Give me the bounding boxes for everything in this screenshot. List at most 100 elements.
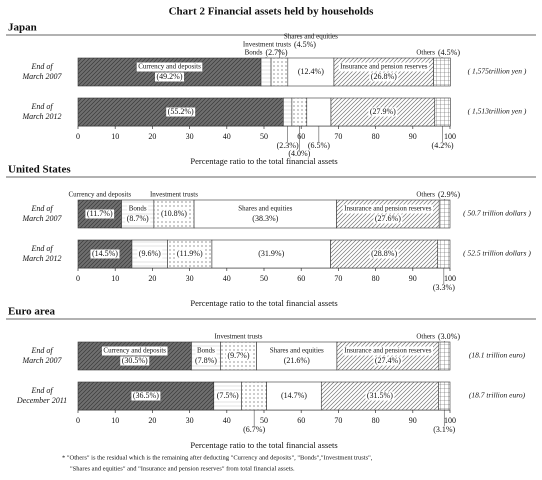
series-name: Insurance and pension reserves [344, 347, 432, 355]
x-tick-label: 80 [372, 416, 380, 425]
value-label: (9.6%) [139, 249, 161, 258]
x-tick-label: 100 [444, 416, 456, 425]
label-backdrop [369, 72, 399, 82]
value-label: (6.7%) [243, 425, 265, 434]
x-tick-label: 80 [372, 132, 380, 141]
bar-segment [306, 97, 332, 127]
label-backdrop [101, 346, 168, 356]
series-name: Investment trusts [150, 191, 198, 199]
value-label: (14.7%) [281, 391, 307, 400]
bar-segment [241, 381, 267, 411]
x-tick-label: 0 [76, 132, 80, 141]
label-backdrop [175, 249, 205, 259]
label-backdrop [373, 214, 403, 224]
category-line: End of [30, 102, 54, 111]
value-label: (3.0%) [438, 332, 460, 341]
bar-segment [266, 381, 322, 411]
series-name: Bonds [197, 347, 215, 355]
category-label: End of March 2007 [21, 62, 62, 81]
series-name: Others [416, 49, 435, 57]
x-tick-label: 0 [76, 416, 80, 425]
category-line: End of [30, 244, 54, 253]
value-label: (8.7%) [127, 214, 149, 223]
category-line: End of [30, 346, 54, 355]
value-label: (2.3%) [277, 141, 299, 150]
x-tick-label: 30 [186, 416, 194, 425]
label-backdrop [369, 249, 399, 259]
series-name: Shares and equities [238, 205, 292, 213]
bar-segment [434, 97, 451, 127]
x-tick-label: 10 [111, 274, 119, 283]
x-tick-label: 40 [223, 132, 231, 141]
x-tick-label: 10 [111, 416, 119, 425]
value-label: (36.5%) [133, 391, 159, 400]
label-backdrop [125, 214, 151, 224]
label-backdrop [195, 346, 217, 356]
x-tick-label: 60 [297, 274, 305, 283]
bar-segment [260, 57, 272, 87]
value-label: (28.8%) [371, 249, 397, 258]
x-tick-label: 50 [260, 274, 268, 283]
value-label: (4.5%) [438, 48, 460, 57]
bar-segment [211, 239, 331, 269]
label-backdrop [226, 351, 252, 361]
category-line: March 2007 [21, 214, 62, 223]
bar-segment [287, 57, 335, 87]
x-tick-label: 100 [444, 274, 456, 283]
value-label: (31.9%) [258, 249, 284, 258]
value-label: (9.7%) [228, 351, 250, 360]
value-label: (7.5%) [217, 391, 239, 400]
label-backdrop [342, 204, 434, 214]
label-backdrop [90, 249, 120, 259]
x-tick-label: 90 [409, 416, 417, 425]
category-line: December 2011 [16, 396, 67, 405]
bar-segment [193, 199, 337, 229]
series-name: Insurance and pension reserves [344, 205, 432, 213]
x-tick-label: 90 [409, 274, 417, 283]
category-line: End of [30, 62, 54, 71]
category-line: March 2012 [21, 112, 61, 121]
category-label: End of March 2007 [21, 204, 62, 223]
bar-segment [256, 341, 338, 371]
label-backdrop [373, 356, 403, 366]
category-label: End of March 2012 [21, 102, 61, 121]
value-label: (4.0%) [288, 149, 310, 158]
x-axis-label: Percentage ratio to the total financial … [190, 298, 337, 308]
x-axis-label: Percentage ratio to the total financial … [190, 156, 337, 166]
category-label: End of March 2012 [21, 244, 61, 263]
x-tick-label: 0 [76, 274, 80, 283]
category-line: March 2007 [21, 356, 62, 365]
series-name: Insurance and pension reserves [340, 63, 428, 71]
label-backdrop [131, 391, 161, 401]
x-tick-label: 30 [186, 132, 194, 141]
value-label: (55.2%) [168, 107, 194, 116]
category-label: End of March 2007 [21, 346, 62, 365]
category-line: March 2007 [21, 72, 62, 81]
total-label: (18.1 trillion euro) [469, 351, 526, 360]
series-name: Bonds [129, 205, 147, 213]
bar-segment [437, 239, 451, 269]
label-backdrop [85, 209, 115, 219]
x-tick-label: 20 [148, 132, 156, 141]
series-name: Bonds [245, 49, 263, 57]
label-backdrop [365, 391, 395, 401]
series-name: Currency and deposits [138, 63, 201, 71]
x-tick-label: 70 [334, 274, 342, 283]
bar-segment [433, 57, 451, 87]
value-label: (4.5%) [294, 40, 316, 49]
total-label: ( 52.5 trillion dollars ) [463, 249, 531, 258]
x-tick-label: 20 [148, 274, 156, 283]
bar-segment [270, 57, 289, 87]
category-line: March 2012 [21, 254, 61, 263]
label-backdrop [137, 249, 163, 259]
x-tick-label: 50 [260, 416, 268, 425]
label-backdrop [342, 346, 434, 356]
series-name: Others [416, 191, 435, 199]
total-label: ( 1,513trillion yen ) [468, 107, 527, 116]
label-backdrop [338, 62, 429, 72]
x-tick-label: 80 [372, 274, 380, 283]
label-backdrop [136, 62, 203, 72]
total-label: ( 50.7 trillion dollars ) [463, 209, 531, 218]
value-label: (2.9%) [438, 190, 460, 199]
panel-title: Euro area [8, 306, 55, 318]
